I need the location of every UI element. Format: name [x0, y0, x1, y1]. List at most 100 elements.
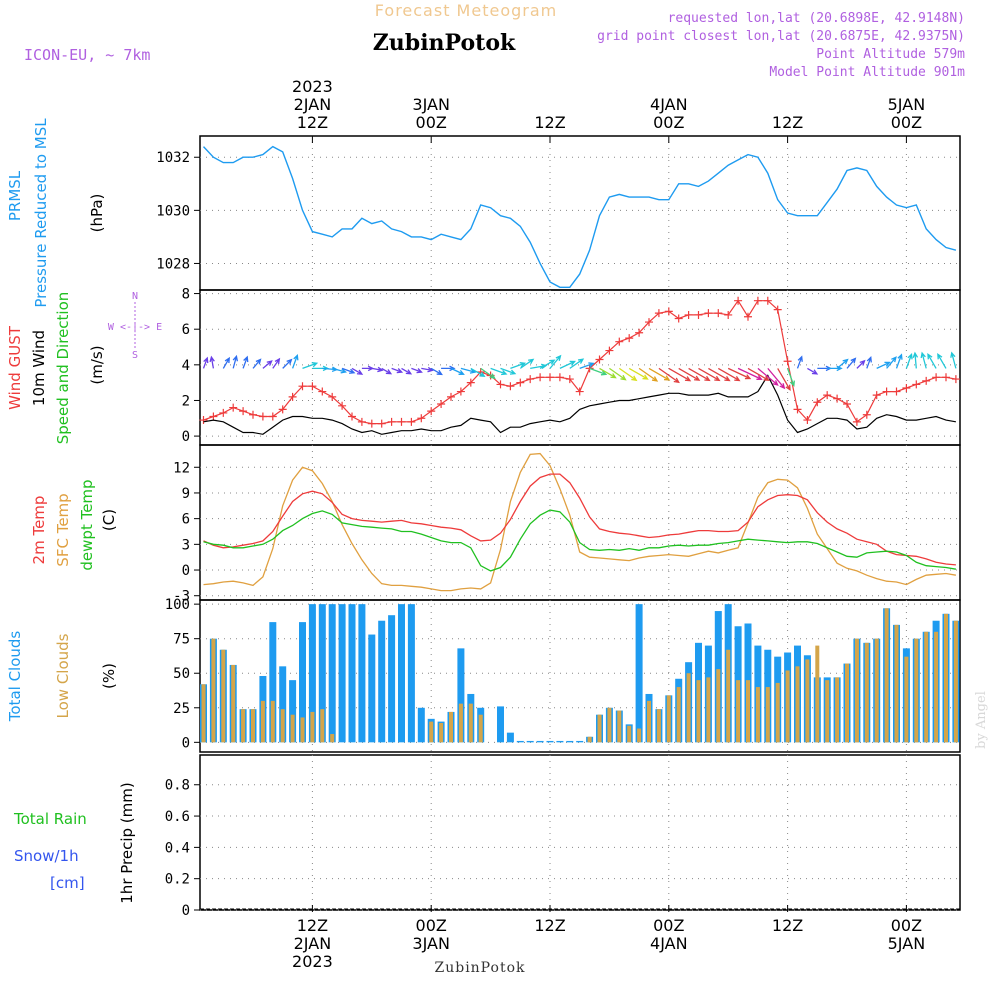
- y-tick-label: 0.4: [165, 840, 190, 856]
- gust-point: [466, 378, 475, 387]
- bottom-time-label: 2023: [292, 952, 333, 971]
- low-cloud-bar: [696, 680, 701, 743]
- total-cloud-bar: [635, 604, 643, 743]
- ylabel-hpa: (hPa): [88, 194, 106, 233]
- wind-arrow: [450, 367, 465, 375]
- wind-arrow: [668, 367, 692, 382]
- wind-arrow: [549, 354, 562, 369]
- wind-arrow: [262, 360, 273, 369]
- wind-arrow: [698, 367, 721, 382]
- y-tick-label: 0.6: [165, 809, 190, 825]
- low-cloud-bar: [310, 711, 315, 743]
- low-cloud-bar: [231, 664, 236, 743]
- y-tick-label: 1030: [156, 203, 190, 219]
- y-tick-label: 9: [182, 486, 190, 502]
- gust-point: [268, 412, 277, 421]
- wind-arrow: [866, 356, 872, 369]
- wind-arrow: [886, 356, 897, 369]
- low-cloud-bar: [627, 725, 632, 743]
- side-labels: PRMSL Pressure Reduced to MSL (hPa) Wind GU…: [6, 118, 162, 904]
- low-cloud-bar: [260, 700, 265, 743]
- gust-point: [298, 382, 307, 391]
- wind-arrow: [202, 356, 209, 369]
- gust-point: [456, 387, 465, 396]
- gust-point: [437, 400, 446, 409]
- gust-point: [367, 419, 376, 428]
- gust-point: [328, 392, 337, 401]
- gust-point: [892, 387, 901, 396]
- low-cloud-bar: [706, 677, 711, 743]
- wind-frame: [199, 289, 961, 446]
- ylabel-2m-temp: 2m Temp: [30, 496, 48, 565]
- closest-coords: grid point closest lon,lat (20.6875E, 42…: [597, 29, 965, 44]
- wind-arrow: [282, 358, 293, 369]
- ylabel-precip: 1hr Precip (mm): [118, 782, 136, 903]
- total-cloud-bar: [536, 740, 544, 743]
- gust-point: [239, 407, 248, 416]
- wind-arrow: [937, 353, 947, 369]
- y-tick-label: 2: [182, 393, 190, 409]
- wind-arrow: [361, 365, 375, 372]
- gust-point: [872, 391, 881, 400]
- wind-arrow: [927, 353, 937, 369]
- ylabel-10m-wind: 10m Wind: [30, 330, 48, 406]
- y-tick-label: 0.2: [165, 872, 190, 888]
- low-cloud-bar: [458, 703, 463, 743]
- low-cloud-bar: [320, 709, 325, 743]
- gust-point: [387, 417, 396, 426]
- total-cloud-bar: [526, 740, 534, 743]
- wind-arrow: [589, 367, 608, 376]
- ylabel-percent: (%): [100, 663, 118, 689]
- gust-point: [496, 380, 505, 389]
- wind-arrow: [767, 367, 786, 390]
- total-cloud-bar: [398, 604, 405, 743]
- total-cloud-bar: [358, 604, 366, 743]
- panel-clouds: 0 25 50 75 100: [165, 597, 961, 753]
- top-time-label: 2JAN: [294, 95, 332, 114]
- gust-point: [684, 310, 693, 319]
- low-cloud-bar: [785, 670, 790, 743]
- low-cloud-bar: [845, 663, 849, 743]
- gust-point: [734, 296, 743, 305]
- top-time-label: 12Z: [534, 113, 565, 132]
- gust-point: [912, 380, 921, 389]
- gust-point: [229, 403, 238, 412]
- low-cloud-bar: [251, 709, 255, 743]
- wind-arrow: [272, 357, 281, 369]
- gust-point: [516, 378, 525, 387]
- y-tick-label: 4: [182, 358, 190, 374]
- gust-point: [565, 375, 574, 384]
- legend-total-rain: Total Rain: [13, 810, 87, 828]
- top-time-label: 00Z: [653, 113, 684, 132]
- wind-arrow: [351, 367, 364, 375]
- compass-s: S: [132, 350, 138, 361]
- total-cloud-bar: [556, 740, 564, 743]
- low-cloud-bar: [686, 673, 691, 743]
- wind-arrow: [480, 367, 496, 379]
- gust-point: [605, 346, 614, 355]
- wind-arrow: [559, 360, 576, 369]
- gust-point: [407, 417, 416, 426]
- gust-point: [555, 373, 564, 382]
- y-tick-label: 0: [182, 429, 190, 445]
- wind-arrow: [232, 354, 239, 369]
- total-cloud-bar: [388, 615, 396, 743]
- legend-snow: Snow/1h: [14, 847, 79, 865]
- low-cloud-bar: [637, 728, 642, 743]
- bottom-time-label: 3JAN: [412, 934, 450, 953]
- gust-point: [862, 410, 871, 419]
- gust-point: [278, 405, 287, 414]
- temp2m-line: [203, 473, 956, 566]
- wind-arrow: [252, 358, 262, 369]
- bottom-time-label: 4JAN: [650, 934, 688, 953]
- y-tick-label: 50: [173, 666, 190, 682]
- bottom-time-label: 2JAN: [294, 934, 332, 953]
- wind-arrow: [727, 367, 752, 380]
- wind-arrow: [401, 367, 413, 375]
- low-cloud-bar: [280, 709, 285, 743]
- wind-arrow: [895, 353, 903, 369]
- legend-cm: [cm]: [50, 874, 85, 892]
- wind-arrow: [411, 367, 423, 374]
- total-cloud-bar: [407, 604, 415, 743]
- panels: 10281030103202468-3036912025507510000.20…: [156, 135, 961, 919]
